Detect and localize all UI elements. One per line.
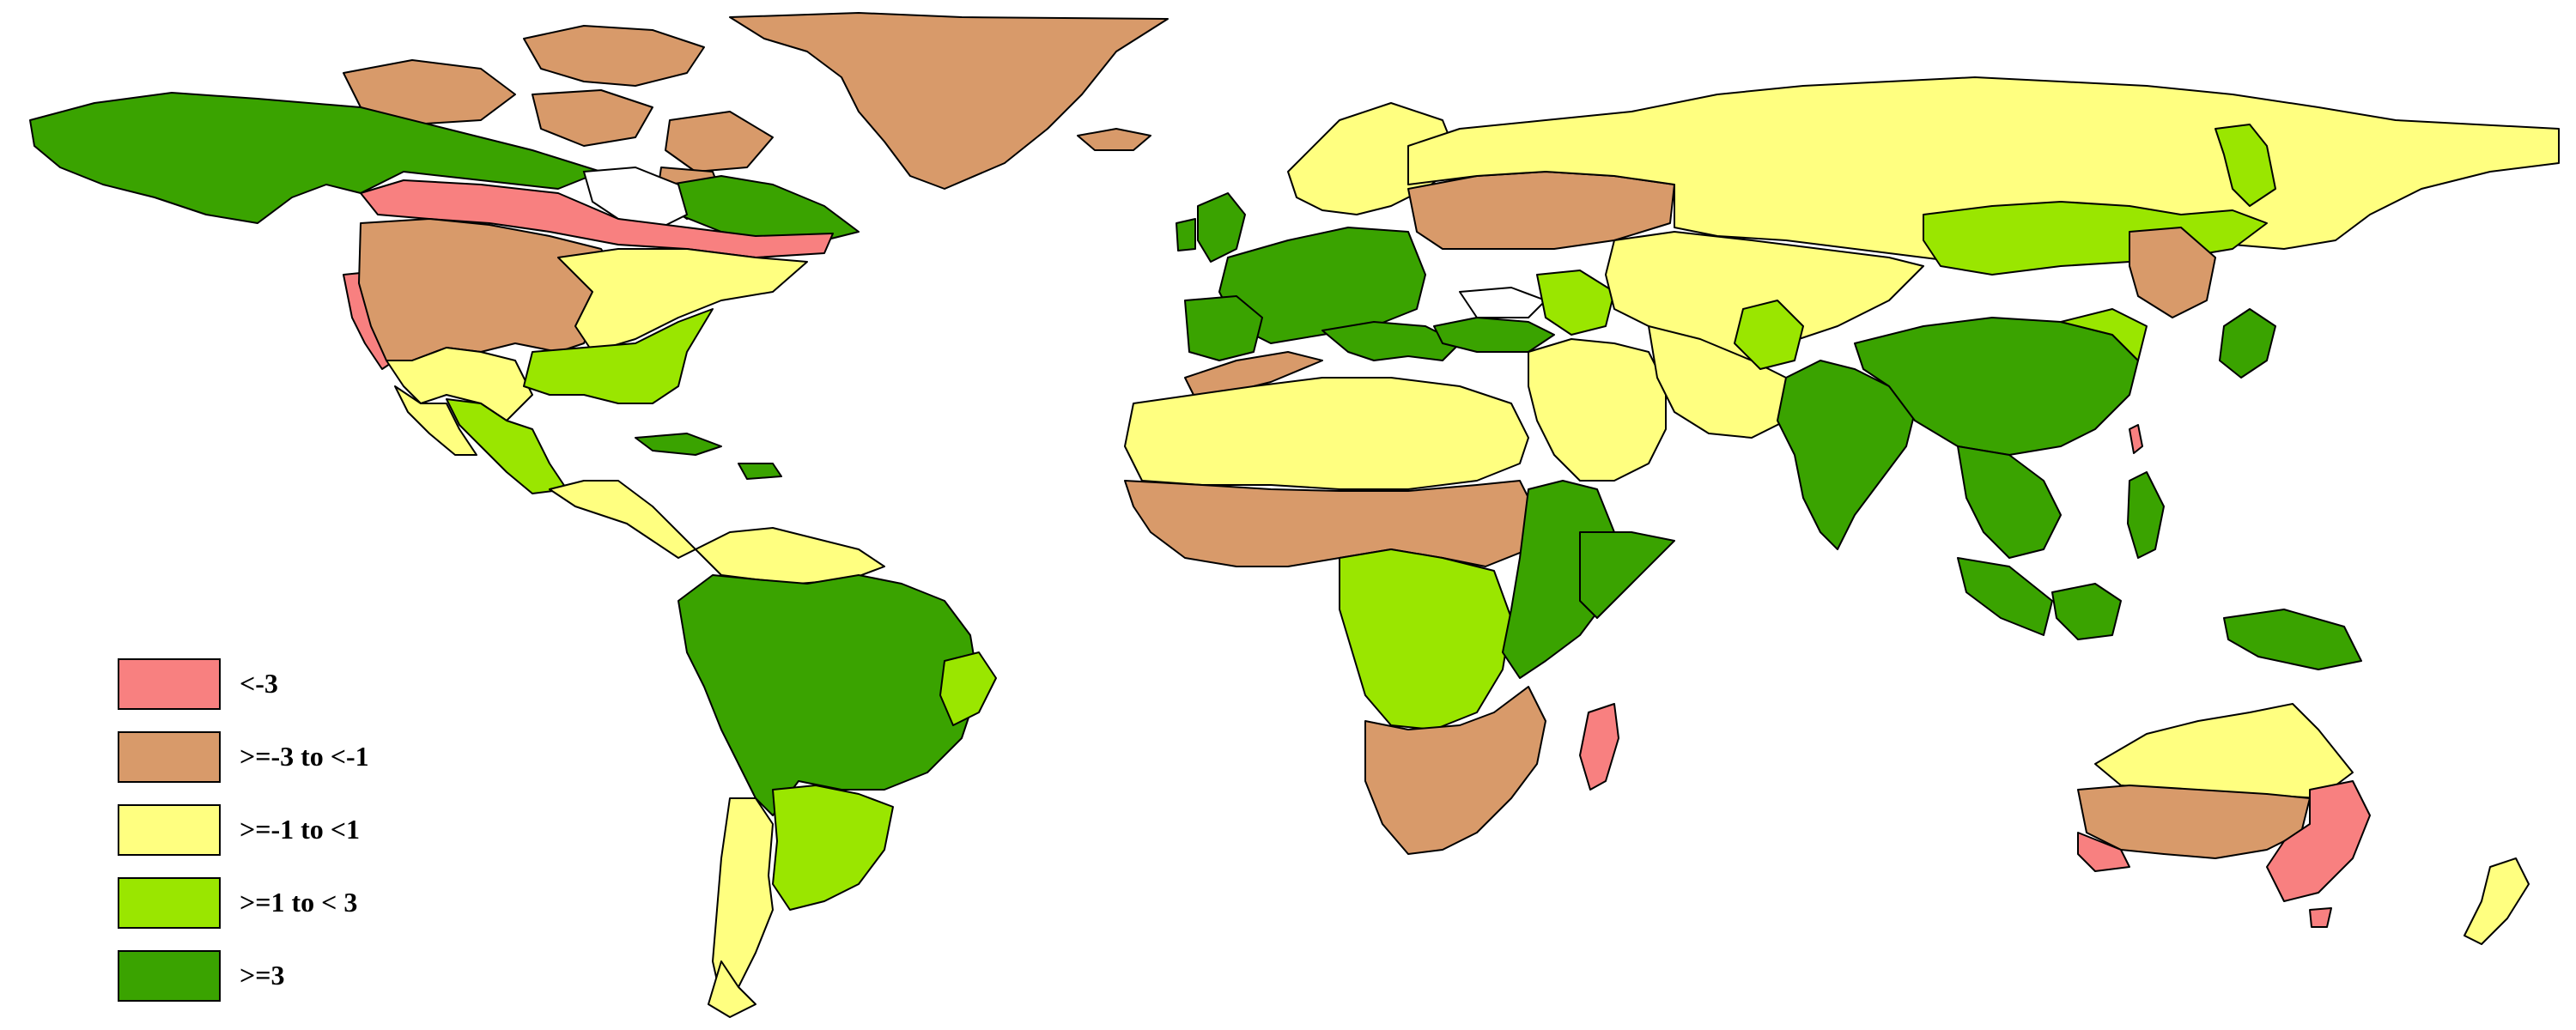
legend-swatch bbox=[118, 731, 221, 783]
legend-label: >=1 to < 3 bbox=[240, 887, 358, 918]
region-caribbean-1 bbox=[635, 433, 722, 456]
region-italy-balkans bbox=[1321, 321, 1461, 361]
region-chile-argentina bbox=[712, 797, 774, 1001]
region-madagascar bbox=[1579, 703, 1619, 791]
region-australia-north bbox=[2094, 703, 2354, 799]
region-southern-brazil bbox=[772, 785, 894, 911]
region-ne-brazil bbox=[939, 651, 997, 726]
legend-label: <-3 bbox=[240, 668, 278, 699]
region-amazon bbox=[677, 574, 980, 816]
region-indonesia-1 bbox=[1957, 557, 2053, 636]
region-arctic-islands-4 bbox=[665, 111, 774, 173]
region-us-northeast bbox=[557, 248, 808, 353]
region-arctic-islands-1 bbox=[523, 25, 705, 87]
region-siberia-green bbox=[1923, 201, 2268, 276]
region-horn-africa bbox=[1579, 531, 1675, 619]
region-turkey bbox=[1433, 317, 1555, 353]
region-india bbox=[1777, 360, 1916, 550]
region-caucasus bbox=[1536, 270, 1615, 336]
region-iran-afghan bbox=[1648, 325, 1787, 439]
region-sahara bbox=[1124, 377, 1529, 490]
region-taiwan bbox=[2129, 424, 2143, 454]
region-central-africa bbox=[1339, 548, 1512, 730]
region-caribbean-2 bbox=[738, 463, 782, 480]
region-central-asia bbox=[1605, 231, 1924, 361]
region-patagonia bbox=[708, 960, 756, 1018]
region-iceland bbox=[1077, 128, 1151, 151]
region-mongolia-brown bbox=[2129, 227, 2216, 318]
region-east-africa bbox=[1502, 480, 1632, 679]
legend-swatch bbox=[118, 877, 221, 929]
legend-swatch bbox=[118, 950, 221, 1002]
region-western-na bbox=[358, 218, 619, 361]
legend-swatch bbox=[118, 804, 221, 856]
legend-item-neg1-to-1: >=-1 to <1 bbox=[118, 804, 530, 868]
region-eastern-canada bbox=[669, 175, 860, 241]
region-new-zealand bbox=[2464, 857, 2530, 945]
region-indonesia-3 bbox=[2223, 609, 2362, 670]
region-indonesia-2 bbox=[2051, 583, 2122, 640]
region-pakistan-green bbox=[1734, 300, 1804, 370]
region-alaska-north-canada bbox=[29, 92, 602, 224]
region-middle-east bbox=[1528, 338, 1667, 482]
region-australia-east bbox=[2266, 780, 2371, 902]
region-mexico-yellow bbox=[394, 385, 477, 456]
region-iberia bbox=[1184, 295, 1263, 361]
region-japan bbox=[2219, 308, 2276, 379]
region-russia bbox=[1407, 76, 2560, 267]
legend-item-1-to-3: >=1 to < 3 bbox=[118, 877, 530, 941]
region-se-asia bbox=[1957, 445, 2062, 559]
legend-label: >=3 bbox=[240, 960, 285, 991]
hudson-bay bbox=[582, 166, 689, 229]
region-greenland bbox=[729, 12, 1169, 190]
legend-label: >=-1 to <1 bbox=[240, 814, 361, 845]
legend-label: >=-3 to <-1 bbox=[240, 741, 369, 772]
region-russia-far-east-green bbox=[2215, 124, 2276, 207]
region-canada-boreal bbox=[360, 179, 834, 258]
region-north-china-green bbox=[2060, 308, 2148, 361]
legend-swatch bbox=[118, 658, 221, 710]
region-central-america bbox=[549, 480, 696, 559]
region-arctic-islands-3 bbox=[532, 89, 653, 147]
region-china bbox=[1854, 317, 2139, 456]
legend-item-lt-neg3: <-3 bbox=[118, 658, 530, 722]
region-philippines bbox=[2127, 471, 2165, 559]
region-tasmania bbox=[2309, 907, 2332, 928]
region-uk bbox=[1197, 192, 1246, 263]
region-us-east bbox=[523, 308, 714, 404]
region-australia-southwest bbox=[2077, 832, 2130, 872]
region-ireland bbox=[1176, 218, 1196, 251]
legend-item-neg3-to-neg1: >=-3 to <-1 bbox=[118, 731, 530, 795]
region-southern-africa bbox=[1364, 686, 1546, 855]
legend-item-gte3: >=3 bbox=[118, 950, 530, 1014]
region-black-sea bbox=[1459, 287, 1546, 318]
region-sahel bbox=[1124, 480, 1538, 567]
